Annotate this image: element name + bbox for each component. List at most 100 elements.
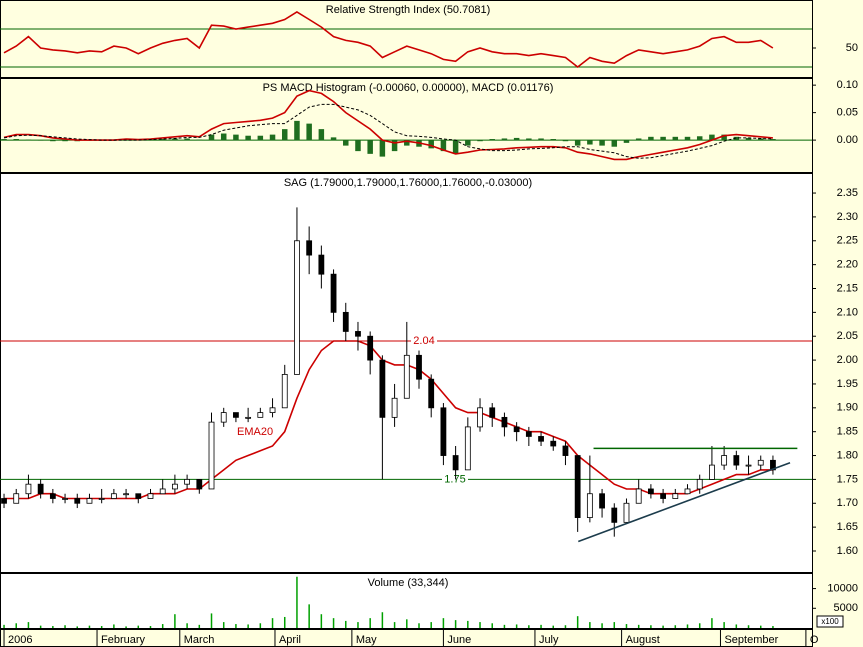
bar [540,624,542,628]
reference-label: 1.75 [444,473,465,485]
y-tick-label: 1.60 [837,545,858,557]
bar [625,624,628,628]
candle-body [196,479,203,490]
bar [233,134,239,141]
bar [355,140,361,152]
candle-body [538,436,544,442]
candle-body [733,455,740,466]
bar [332,618,335,628]
bar [479,622,481,628]
candle-body [342,311,349,332]
bar [100,626,103,628]
bar [198,624,201,628]
candle-body [416,354,422,380]
y-tick-label: 1.90 [837,402,858,414]
bar [454,620,457,628]
bar [208,134,215,141]
x-tick-label: August [626,634,660,646]
bar [674,625,677,628]
bar [747,625,750,628]
y-tick-label: 10000 [827,582,858,594]
bar [404,140,410,146]
candle-body [25,483,32,495]
candle-body [13,493,20,504]
y-tick-label: 1.85 [837,426,858,438]
candle-body [428,378,435,409]
bar [660,136,666,141]
bar [601,623,603,628]
bar [271,618,274,628]
candle-body [257,412,264,418]
panel-title: SAG (1.79000,1.79000,1.76000,1.76000,-0.… [284,177,532,189]
x-tick-label: March [184,634,215,646]
y-tick-label: 0.00 [837,134,858,146]
y-tick-label: 1.80 [837,449,858,461]
bar [369,618,371,628]
candle-body [745,464,752,467]
bar [440,140,447,152]
bar [711,618,713,628]
bar [648,136,654,141]
candle-body [440,407,447,456]
bar [172,138,178,141]
reference-label: 2.04 [413,335,434,347]
bar [587,140,593,145]
bar [576,616,579,628]
candle-body [611,507,618,523]
x-tick-label: July [539,634,559,646]
trend-line [577,461,791,543]
bar [637,624,640,628]
bar [393,622,396,628]
bar [113,624,115,628]
candle-body [489,407,496,418]
bar [759,625,762,628]
candle-body [684,488,691,495]
bar [283,616,286,628]
bar [611,140,618,147]
bar [623,140,630,143]
candle-body [220,412,227,423]
bar [37,140,44,141]
bar [686,624,689,628]
candle-body [171,483,178,490]
bar [465,140,471,146]
bar [345,620,347,628]
reference-label-bg [411,335,437,347]
candle-body [501,416,508,428]
y-tick-label: 2.30 [837,211,858,223]
bar [222,622,225,628]
candle-body [269,407,276,413]
bar [552,625,555,628]
bar [39,625,42,628]
bar [3,624,5,628]
bar [357,622,359,628]
bar [442,618,445,628]
reference-label-bg [442,473,468,486]
bar [137,625,140,628]
y-tick-label: 2.00 [837,354,858,366]
y-tick-label: 2.05 [837,330,858,342]
bar [27,622,30,628]
bar [330,137,337,141]
bar [733,136,740,141]
candle-body [367,335,374,361]
bar [391,140,398,152]
bar [452,140,459,154]
bar [635,138,642,141]
bar [489,139,495,141]
bar [247,624,249,628]
candle-body [355,331,361,337]
candle-body [233,412,239,418]
bar [650,625,652,628]
candle-body [586,493,593,518]
candle-body [159,488,166,495]
annotation-bg [235,426,275,438]
bar [526,138,532,141]
candle-body [294,240,300,375]
bar [538,138,544,141]
bar [149,626,152,628]
candle-body [379,359,386,418]
x-tick-label: February [101,634,146,646]
